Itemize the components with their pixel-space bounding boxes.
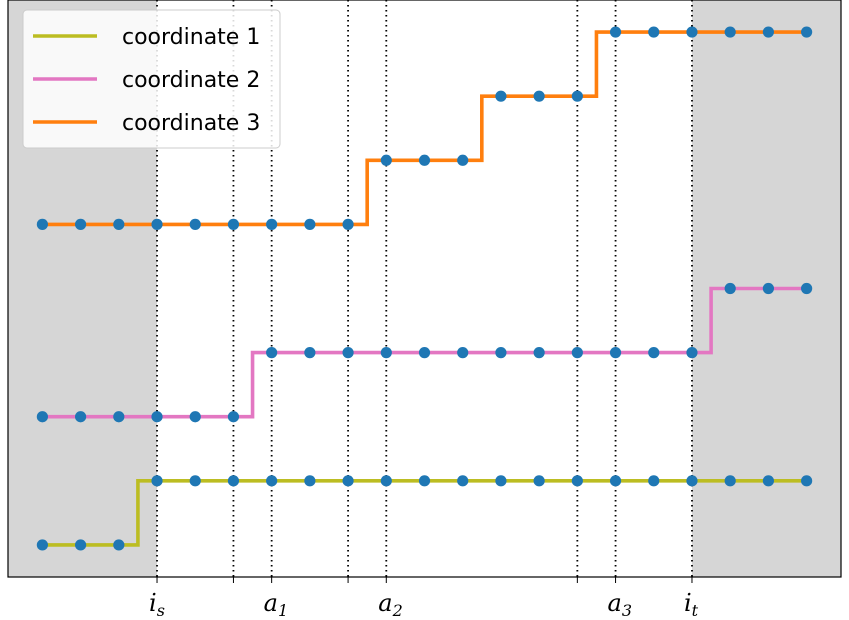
point-s3-15 (609, 26, 622, 38)
tick-label-sub: 1 (278, 601, 288, 620)
tick-label-sub: t (692, 601, 699, 620)
legend: coordinate 1 coordinate 2 coordinate 3 (22, 9, 281, 149)
point-s2-2 (113, 411, 125, 423)
point-s1-1 (75, 539, 87, 551)
plot-frame (7, 0, 842, 578)
point-s2-18 (724, 282, 736, 295)
point-s3-13 (533, 90, 545, 102)
tick-label-it: it (684, 589, 699, 620)
legend-label-3: coordinate 3 (122, 111, 260, 136)
point-s2-20 (801, 282, 813, 295)
data-markers (36, 26, 813, 551)
point-s1-3 (151, 475, 163, 487)
x-ticks: is a1 a2 a3 it (149, 577, 699, 620)
series-line-3 (42, 30, 807, 227)
point-s1-17 (686, 475, 698, 487)
point-s2-8 (342, 347, 354, 359)
point-s3-19 (762, 26, 774, 38)
point-s1-0 (36, 539, 48, 551)
point-s3-10 (418, 154, 431, 166)
point-s2-10 (418, 347, 431, 359)
point-s1-9 (380, 475, 392, 487)
point-s3-14 (571, 90, 583, 102)
point-s1-15 (609, 475, 622, 487)
point-s2-6 (266, 347, 278, 359)
point-s2-19 (762, 282, 774, 295)
point-s2-16 (648, 347, 660, 359)
point-s2-15 (609, 347, 622, 359)
point-s3-16 (648, 26, 660, 38)
legend-label-1: coordinate 1 (122, 25, 260, 50)
point-s3-1 (75, 218, 87, 230)
point-s2-17 (686, 347, 698, 359)
point-s3-7 (304, 218, 316, 230)
tick-label-sub: 3 (622, 601, 632, 620)
point-s2-7 (304, 347, 316, 359)
point-s3-20 (801, 26, 813, 38)
point-s3-3 (151, 218, 163, 230)
point-s3-18 (724, 26, 736, 38)
point-s3-12 (495, 90, 507, 102)
point-s3-9 (380, 154, 392, 166)
point-s3-6 (266, 218, 278, 230)
point-s1-5 (227, 475, 240, 487)
point-s1-12 (495, 475, 507, 487)
tick-label-sub: 2 (392, 601, 403, 620)
point-s2-14 (571, 347, 583, 359)
point-s2-1 (75, 411, 87, 423)
point-s1-11 (457, 475, 469, 487)
legend-label-2: coordinate 2 (122, 68, 260, 93)
point-s1-4 (189, 475, 201, 487)
point-s2-11 (457, 347, 469, 359)
series-line-1 (42, 479, 807, 547)
point-s2-4 (189, 411, 201, 423)
point-s2-9 (380, 347, 392, 359)
point-s1-14 (571, 475, 583, 487)
tick-label-a3: a3 (608, 589, 633, 620)
point-s3-4 (189, 218, 201, 230)
point-s2-13 (533, 347, 545, 359)
point-s3-2 (113, 218, 125, 230)
point-s1-7 (304, 475, 316, 487)
point-s1-19 (762, 475, 774, 487)
point-s1-16 (648, 475, 660, 487)
point-s3-0 (36, 218, 48, 230)
point-s3-11 (457, 154, 469, 166)
point-s1-8 (342, 475, 354, 487)
point-s3-17 (686, 26, 698, 38)
tick-label-a2: a2 (378, 589, 403, 620)
point-s3-8 (342, 218, 354, 230)
point-s1-18 (724, 475, 736, 487)
point-s1-10 (418, 475, 431, 487)
point-s2-0 (36, 411, 48, 423)
point-s1-13 (533, 475, 545, 487)
tick-label-a1: a1 (264, 589, 289, 620)
point-s1-2 (113, 539, 125, 551)
point-s2-5 (227, 411, 240, 423)
point-s1-6 (266, 475, 278, 487)
tick-label-is: is (149, 589, 165, 620)
point-s3-5 (227, 218, 240, 230)
point-s2-12 (495, 347, 507, 359)
tick-label-sub: s (157, 601, 165, 620)
legend-box (22, 9, 281, 149)
point-s1-20 (801, 475, 813, 487)
point-s2-3 (151, 411, 163, 423)
